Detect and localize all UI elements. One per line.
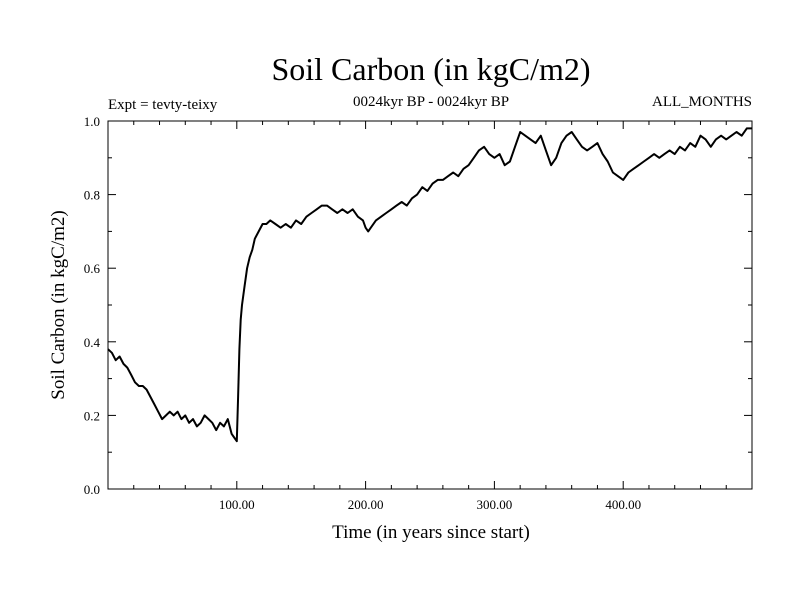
x-tick-label: 400.00 [605, 497, 641, 512]
y-axis-label: Soil Carbon (in kgC/m2) [48, 210, 69, 399]
x-tick-label: 100.00 [219, 497, 255, 512]
y-tick-label: 0.8 [84, 188, 100, 203]
y-tick-label: 1.0 [84, 114, 100, 129]
plot-area: 100.00 200.00 300.00 400.00 0.0 0.2 0.4 0.6 0.8 1… [84, 114, 753, 512]
plot-frame [107, 120, 753, 490]
soil-carbon-line [107, 127, 752, 443]
y-tick-label: 0.4 [84, 335, 101, 350]
x-tick-label: 300.00 [477, 497, 513, 512]
x-axis-label: Time (in years since start) [332, 522, 530, 543]
period-label: 0024kyr BP - 0024kyr BP [353, 94, 509, 110]
y-tick-label: 0.0 [84, 482, 100, 497]
experiment-label: Expt = tevty-teixy [108, 97, 218, 113]
months-label: ALL_MONTHS [652, 94, 752, 110]
x-tick-label: 200.00 [348, 497, 384, 512]
y-tick-label: 0.2 [84, 408, 100, 423]
y-tick-label: 0.6 [84, 261, 101, 276]
chart-title: Soil Carbon (in kgC/m2) [271, 51, 590, 87]
